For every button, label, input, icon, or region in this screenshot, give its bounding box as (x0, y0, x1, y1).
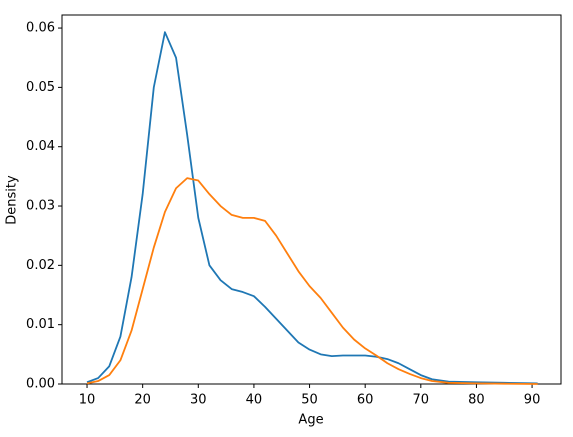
y-tick-label: 0.01 (26, 317, 55, 332)
density-line (86, 31, 538, 385)
x-tick-label: 70 (413, 393, 430, 408)
x-tick-label: 80 (468, 393, 485, 408)
y-tick-label: 0.06 (26, 21, 55, 36)
x-tick-label: 90 (524, 393, 541, 408)
x-tick-label: 60 (357, 393, 374, 408)
y-axis-label: Density (5, 175, 20, 225)
x-tick-label: 40 (246, 393, 263, 408)
x-tick-label: 30 (190, 393, 207, 408)
y-tick-label: 0.02 (26, 258, 55, 273)
x-tick-label: 50 (301, 393, 318, 408)
y-tick-label: 0.03 (26, 199, 55, 214)
plot-frame (61, 14, 562, 385)
y-tick-label: 0.00 (26, 377, 55, 392)
y-tick-label: 0.04 (26, 139, 55, 154)
density-line (86, 177, 538, 385)
y-tick-label: 0.05 (26, 80, 55, 95)
x-tick-label: 10 (79, 393, 96, 408)
x-axis-label: Age (298, 413, 323, 428)
x-tick-label: 20 (134, 393, 151, 408)
